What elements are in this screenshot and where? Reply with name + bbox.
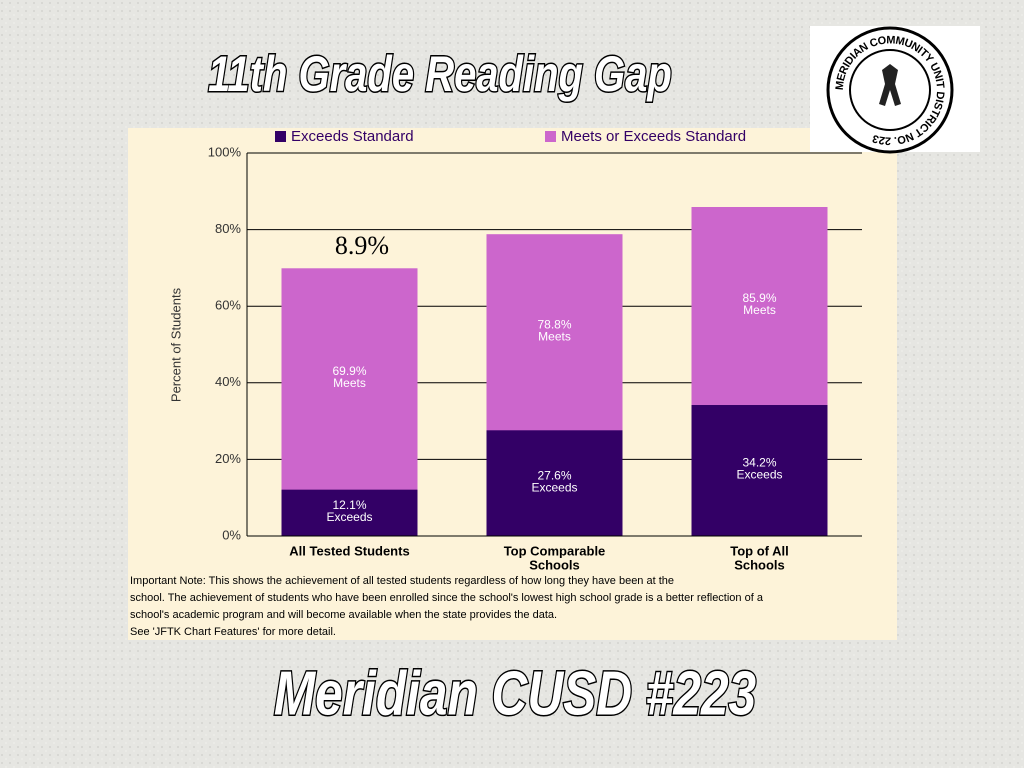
logo-figure [879, 64, 901, 106]
logo-inner [849, 49, 931, 131]
value-label: 85.9% [742, 291, 776, 305]
y-axis-label: Percent of Students [168, 287, 183, 402]
x-tick-label: Schools [529, 557, 580, 572]
bar [486, 430, 623, 536]
legend-swatch [275, 131, 286, 142]
slide-title: 11th Grade Reading Gap [208, 46, 672, 102]
note-line: Important Note: This shows the achieveme… [130, 575, 674, 587]
x-tick-label: Top Comparable [504, 543, 606, 558]
y-tick-label: 40% [215, 374, 241, 389]
value-label: 12.1% [332, 498, 366, 512]
value-label-kind: Meets [333, 376, 366, 390]
x-tick-label: Schools [734, 557, 785, 572]
note-line: school's academic program and will becom… [130, 609, 557, 621]
legend-label: Meets or Exceeds Standard [561, 128, 746, 145]
value-label: 78.8% [537, 317, 571, 331]
annotation: 8.9% [335, 231, 389, 260]
legend-swatch [545, 131, 556, 142]
bar [281, 489, 418, 536]
value-label: 27.6% [537, 468, 571, 482]
y-tick-label: 60% [215, 298, 241, 313]
y-tick-label: 80% [215, 221, 241, 236]
legend-label: Exceeds Standard [291, 128, 414, 145]
note-line: school. The achievement of students who … [130, 592, 764, 604]
value-label: 34.2% [742, 456, 776, 470]
value-label-kind: Exceeds [326, 510, 372, 524]
value-label-kind: Exceeds [736, 468, 782, 482]
bar [691, 405, 828, 536]
x-tick-label: Top of All [730, 543, 788, 558]
footer: Meridian CUSD #223 [274, 658, 756, 728]
value-label-kind: Exceeds [531, 480, 577, 494]
y-tick-label: 20% [215, 451, 241, 466]
y-tick-label: 100% [208, 144, 242, 159]
x-tick-label: All Tested Students [289, 543, 409, 558]
note-line: See 'JFTK Chart Features' for more detai… [130, 626, 336, 638]
value-label-kind: Meets [743, 303, 776, 317]
y-tick-label: 0% [222, 527, 241, 542]
value-label-kind: Meets [538, 329, 571, 343]
value-label: 69.9% [332, 364, 366, 378]
